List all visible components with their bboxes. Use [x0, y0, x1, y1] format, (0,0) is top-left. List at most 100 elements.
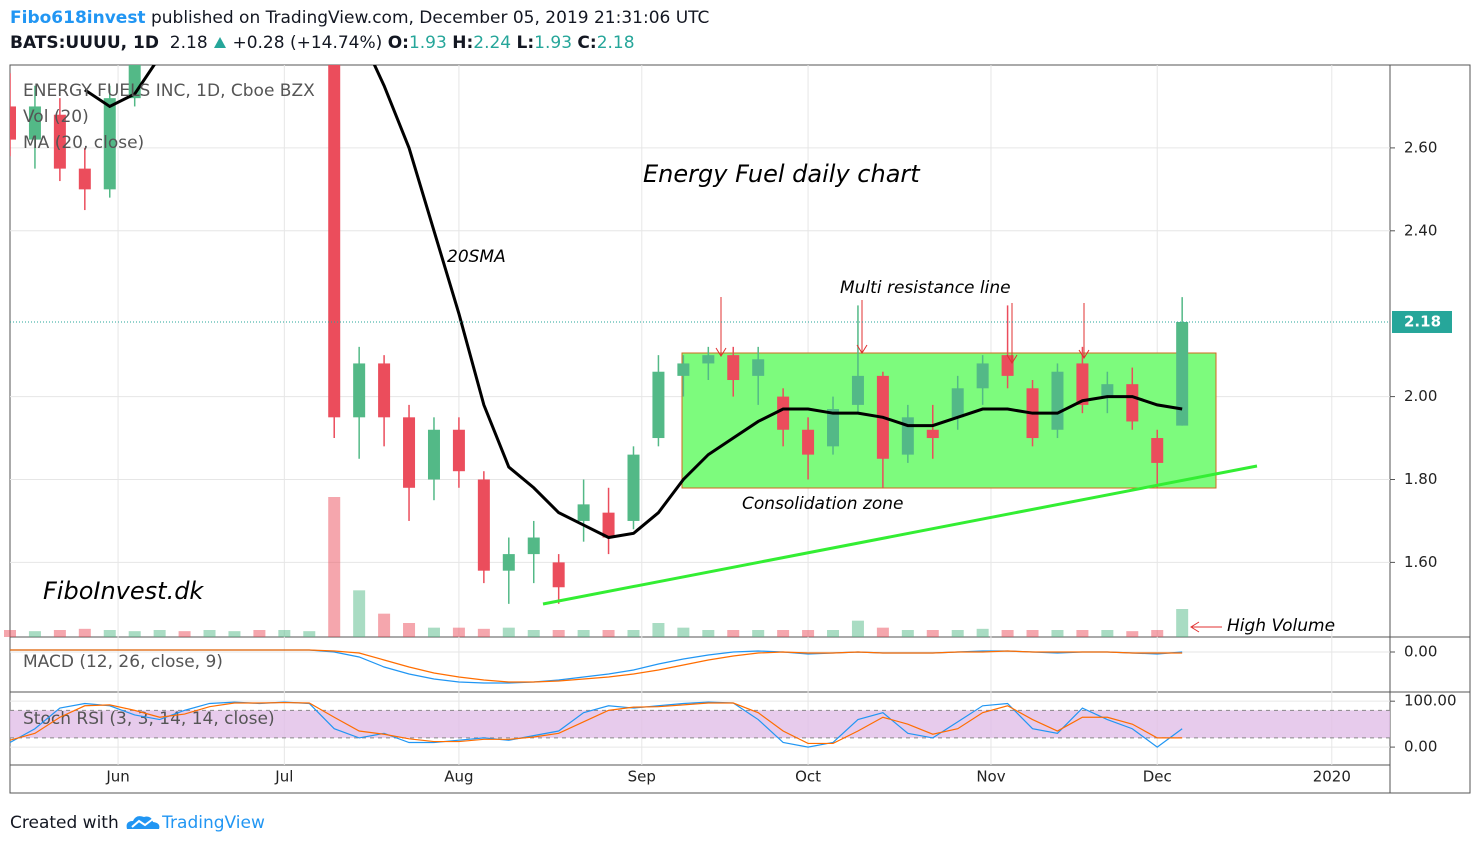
header-line: BATS:UUUU, 1D 2.18 +0.28 (+14.74%) O:1.9…: [10, 33, 635, 53]
annotation: Consolidation zone: [742, 494, 903, 514]
y-tick-label: 2.60: [1404, 138, 1437, 156]
resistance-arrows: [715, 297, 1222, 633]
candle-body: [752, 359, 765, 376]
annotation: 20SMA: [447, 247, 506, 267]
stoch-band: [10, 710, 1390, 738]
y-tick-label: 100.00: [1404, 692, 1457, 710]
volume-bar: [527, 630, 540, 637]
candle-body: [577, 504, 590, 521]
volume-bar: [1126, 631, 1139, 637]
ohlc-label: L:: [516, 33, 535, 53]
last-price-box: [1392, 310, 1452, 333]
volume-bar: [1001, 630, 1014, 637]
brand[interactable]: TradingView: [162, 813, 265, 833]
volume-bar: [4, 630, 16, 637]
volume-bar: [677, 627, 690, 637]
candle-body: [477, 479, 490, 571]
volume-bar: [1076, 630, 1089, 637]
legend-entry: MA (20, close): [23, 133, 144, 153]
annotation: Multi resistance line: [840, 278, 1011, 298]
published: published on TradingView.com, December 0…: [150, 8, 710, 28]
candle-body: [727, 355, 740, 381]
candle-body: [28, 106, 41, 140]
ohlc-label: H:: [452, 33, 474, 53]
candle-body: [527, 537, 540, 555]
candle-body: [328, 65, 341, 418]
candle-body: [851, 375, 864, 405]
legend-entry: Stoch RSI (3, 3, 14, 14, close): [23, 709, 275, 729]
volume-bar: [452, 627, 465, 637]
stoch-k-line: [9, 701, 1183, 748]
volume-bar: [727, 630, 740, 637]
candle-body: [1176, 321, 1189, 426]
candle-body: [1076, 363, 1089, 405]
x-tick-label: Jun: [105, 768, 129, 786]
candle-body: [976, 363, 989, 389]
ohlc-value: 1.93: [408, 33, 447, 53]
volume-bar: [802, 630, 815, 637]
candle-body: [1051, 371, 1064, 430]
volume-bar: [602, 630, 615, 637]
volume-bar: [777, 630, 790, 637]
annotation: FiboInvest.dk: [43, 577, 204, 605]
chart-title: Energy Fuel daily chart: [643, 160, 921, 188]
candle-body: [378, 363, 391, 418]
candle-body: [802, 429, 815, 455]
candle-body: [452, 429, 465, 472]
candle-body: [103, 98, 116, 190]
y-tick-label: 1.80: [1404, 470, 1437, 488]
ohlc-value: 2.24: [473, 33, 512, 53]
candle-body: [951, 388, 964, 418]
ohlc: O:1.93 H:2.24 L:1.93 C:2.18: [388, 33, 635, 53]
x-tick-label: Nov: [976, 768, 1005, 786]
volume-bar: [577, 630, 590, 637]
ohlc-label: C:: [577, 33, 597, 53]
ohlc-label: O:: [387, 33, 409, 53]
footer: Created with TradingView: [10, 812, 265, 833]
candle-body: [403, 417, 416, 488]
candle-body: [627, 454, 640, 521]
created-with: Created with: [10, 813, 119, 833]
ohlc-value: 1.93: [534, 33, 573, 53]
candle-body: [1126, 384, 1139, 422]
legend-entry: ENERGY FUELS INC, 1D, Cboe BZX: [23, 81, 315, 101]
volume-bar: [652, 623, 665, 637]
x-tick-label: Oct: [795, 768, 821, 786]
candle-body: [702, 355, 715, 364]
x-tick-label: Dec: [1143, 768, 1172, 786]
volume-bar: [403, 623, 416, 637]
stoch-d-line: [9, 701, 1183, 745]
volume-bar: [328, 497, 341, 637]
candle-body: [204, 0, 216, 3]
sma-line: [83, 65, 1183, 540]
volume-bar: [627, 630, 640, 637]
y-tick-label: 2.40: [1404, 221, 1437, 239]
volume-bar: [78, 628, 91, 637]
volume-bar: [228, 631, 241, 637]
volume-bar: [976, 628, 989, 637]
volume-bar: [378, 613, 391, 637]
volume-bar: [303, 631, 316, 637]
volume-bar: [1176, 609, 1189, 637]
header-line: Fibo618invest published on TradingView.c…: [10, 8, 709, 28]
volume-bar: [876, 627, 889, 637]
volume-bar: [951, 630, 964, 637]
candle-body: [53, 114, 66, 169]
volume-bar: [851, 620, 864, 637]
candle-body: [677, 363, 690, 376]
volume-bar: [552, 630, 565, 637]
candle-body: [602, 512, 615, 538]
volume-bar: [702, 630, 715, 637]
volume-bar: [502, 627, 515, 637]
volume-bar: [477, 628, 490, 637]
candle-body: [827, 409, 840, 447]
volume-bar: [1151, 630, 1164, 637]
y-tick-label: 2.00: [1404, 387, 1437, 405]
legend-entry: Vol (20): [23, 107, 89, 127]
y-tick-label: 0.00: [1404, 738, 1437, 756]
volume-bar: [53, 630, 66, 637]
candle-body: [179, 0, 191, 3]
author[interactable]: Fibo618invest: [10, 8, 146, 28]
volume-bar: [103, 630, 116, 637]
